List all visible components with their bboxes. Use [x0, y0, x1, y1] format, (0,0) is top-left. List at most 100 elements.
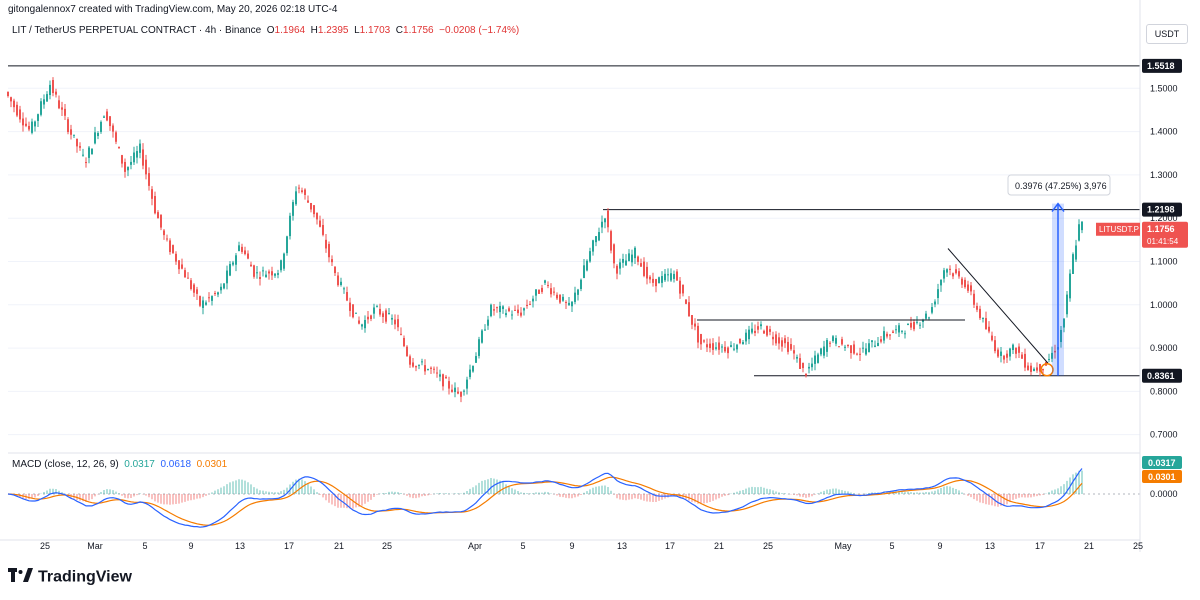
candle-body	[346, 292, 348, 301]
currency-button[interactable]: USDT	[1146, 24, 1188, 44]
candle-body	[874, 345, 876, 347]
macd-badge-label: 0.0317	[1148, 458, 1176, 468]
time-tick: 9	[569, 541, 574, 551]
candle-body	[241, 246, 243, 252]
symbol-legend: LIT / TetherUS PERPETUAL CONTRACT · 4h ·…	[12, 25, 519, 36]
hist-value: 0.0301	[196, 459, 228, 470]
price-badge-countdown: 01:41:54	[1147, 237, 1179, 246]
price-badge	[1142, 221, 1188, 248]
candle-body	[436, 372, 438, 374]
candle-body	[187, 277, 189, 279]
candle-body	[556, 294, 558, 299]
candle-body	[958, 271, 960, 277]
candle-body	[976, 305, 978, 310]
chart-author-header: gitongalennox7 created with TradingView.…	[8, 4, 338, 15]
time-tick: 13	[985, 541, 995, 551]
price-chart[interactable]: 0.3976 (47.25%) 3,976 1.5000 1.4000 1.3000…	[0, 0, 1200, 560]
brand-name: TradingView	[38, 568, 132, 586]
candle-body	[919, 324, 921, 326]
candle-body	[535, 289, 537, 296]
candle-body	[145, 159, 147, 175]
candle-body	[865, 348, 867, 355]
level-badge	[1142, 58, 1182, 73]
price-tick: 1.1000	[1150, 256, 1178, 266]
candle-body	[175, 253, 177, 262]
candle-body	[763, 330, 765, 334]
candle-body	[1009, 348, 1011, 357]
candle-body	[850, 345, 852, 354]
candle-body	[196, 289, 198, 294]
candle-body	[667, 274, 669, 276]
candle-body	[352, 304, 354, 318]
candle-body	[730, 345, 732, 347]
candle-body	[868, 343, 870, 352]
candle-body	[223, 283, 225, 289]
time-axis: 25 Mar 5 9 13 17 21 25 Apr 5 9 13 17 21 25 May 5 9 13 17 21 2…	[0, 539, 1143, 551]
low-value: 1.1703	[359, 25, 391, 36]
price-tick: 1.4000	[1150, 127, 1178, 137]
candle-body	[244, 250, 246, 255]
candle-body	[778, 337, 780, 344]
candle-body	[43, 99, 45, 105]
candle-body	[268, 271, 270, 274]
candle-body	[871, 340, 873, 343]
candle-body	[217, 292, 219, 295]
candle-body	[70, 129, 72, 135]
candle-body	[397, 319, 399, 328]
symbol-badge	[1096, 222, 1140, 236]
candle-body	[340, 281, 342, 286]
candle-body	[541, 287, 543, 292]
candle-body	[676, 271, 678, 281]
candle-body	[355, 312, 357, 314]
candle-body	[97, 132, 99, 136]
candle-body	[673, 273, 675, 279]
candle-body	[157, 212, 159, 219]
candle-body	[1051, 352, 1053, 359]
candle-body	[601, 221, 603, 228]
candle-body	[40, 101, 42, 115]
candle-body	[955, 269, 957, 274]
candle-body	[52, 80, 54, 94]
candle-body	[898, 325, 900, 333]
candle-body	[931, 307, 933, 313]
candle-body	[526, 304, 528, 307]
candle-body	[421, 361, 423, 363]
candle-body	[853, 344, 855, 354]
candle-body	[274, 273, 276, 276]
change-value: −0.0208 (−1.74%)	[439, 25, 520, 36]
price-tick: 1.2000	[1150, 213, 1178, 223]
candle-body	[700, 334, 702, 345]
candle-body	[91, 148, 93, 155]
price-tick: 0.7000	[1150, 430, 1178, 440]
candle-body	[1081, 221, 1083, 231]
candle-body	[202, 300, 204, 308]
candle-body	[823, 346, 825, 356]
candle-body	[658, 277, 660, 284]
candle-body	[130, 161, 132, 165]
candle-body	[1066, 294, 1068, 315]
candle-body	[799, 358, 801, 369]
candle-body	[745, 332, 747, 342]
candle-body	[361, 324, 363, 327]
candle-body	[37, 114, 39, 121]
candle-body	[652, 278, 654, 283]
measure-arrow	[1051, 202, 1065, 213]
candle-body	[982, 318, 984, 320]
candle-body	[739, 338, 741, 344]
candle-body	[916, 321, 918, 323]
candle-body	[259, 277, 261, 279]
candle-body	[613, 244, 615, 264]
signal-value: 0.0618	[160, 459, 192, 470]
candle-body	[682, 284, 684, 294]
candle-body	[646, 266, 648, 279]
candle-body	[277, 273, 279, 275]
candle-body	[289, 215, 291, 237]
candle-body	[58, 100, 60, 109]
candle-body	[445, 376, 447, 379]
time-tick: 21	[334, 541, 344, 551]
candle-body	[349, 302, 351, 311]
candle-body	[121, 155, 123, 164]
candle-body	[448, 381, 450, 389]
candle-body	[892, 331, 894, 334]
candle-body	[736, 344, 738, 350]
